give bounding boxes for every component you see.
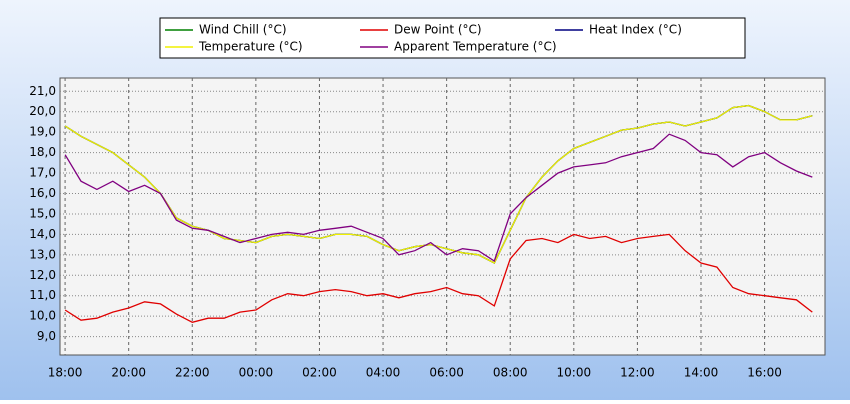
plot-area xyxy=(59,77,826,356)
x-tick-label: 04:00 xyxy=(366,366,401,380)
y-tick-label: 9,0 xyxy=(37,329,56,343)
legend-label: Temperature (°C) xyxy=(198,40,303,54)
y-tick-label: 10,0 xyxy=(29,309,56,323)
series-line xyxy=(64,104,813,264)
legend-label: Heat Index (°C) xyxy=(589,23,682,37)
y-tick-label: 11,0 xyxy=(29,288,56,302)
y-tick-label: 14,0 xyxy=(29,227,56,241)
x-tick-label: 18:00 xyxy=(48,366,83,380)
legend-box xyxy=(159,17,746,59)
x-tick-label: 06:00 xyxy=(429,366,464,380)
x-tick-label: 12:00 xyxy=(620,366,655,380)
y-tick-label: 18,0 xyxy=(29,145,56,159)
x-tick-label: 22:00 xyxy=(175,366,210,380)
x-tick-label: 16:00 xyxy=(747,366,782,380)
y-tick-label: 20,0 xyxy=(29,104,56,118)
legend-label: Dew Point (°C) xyxy=(394,23,482,37)
x-tick-label: 08:00 xyxy=(493,366,528,380)
legend-label: Apparent Temperature (°C) xyxy=(394,40,557,54)
y-tick-label: 21,0 xyxy=(29,84,56,98)
series-line xyxy=(64,233,813,323)
y-tick-label: 13,0 xyxy=(29,247,56,261)
legend-label: Wind Chill (°C) xyxy=(199,23,287,37)
x-tick-label: 10:00 xyxy=(557,366,592,380)
y-tick-label: 19,0 xyxy=(29,125,56,139)
x-tick-label: 14:00 xyxy=(684,366,719,380)
x-tick-label: 00:00 xyxy=(239,366,274,380)
y-tick-label: 15,0 xyxy=(29,206,56,220)
x-tick-label: 02:00 xyxy=(302,366,337,380)
y-tick-label: 17,0 xyxy=(29,166,56,180)
series-line xyxy=(64,133,813,263)
y-tick-label: 12,0 xyxy=(29,268,56,282)
y-tick-label: 16,0 xyxy=(29,186,56,200)
x-tick-label: 20:00 xyxy=(111,366,146,380)
